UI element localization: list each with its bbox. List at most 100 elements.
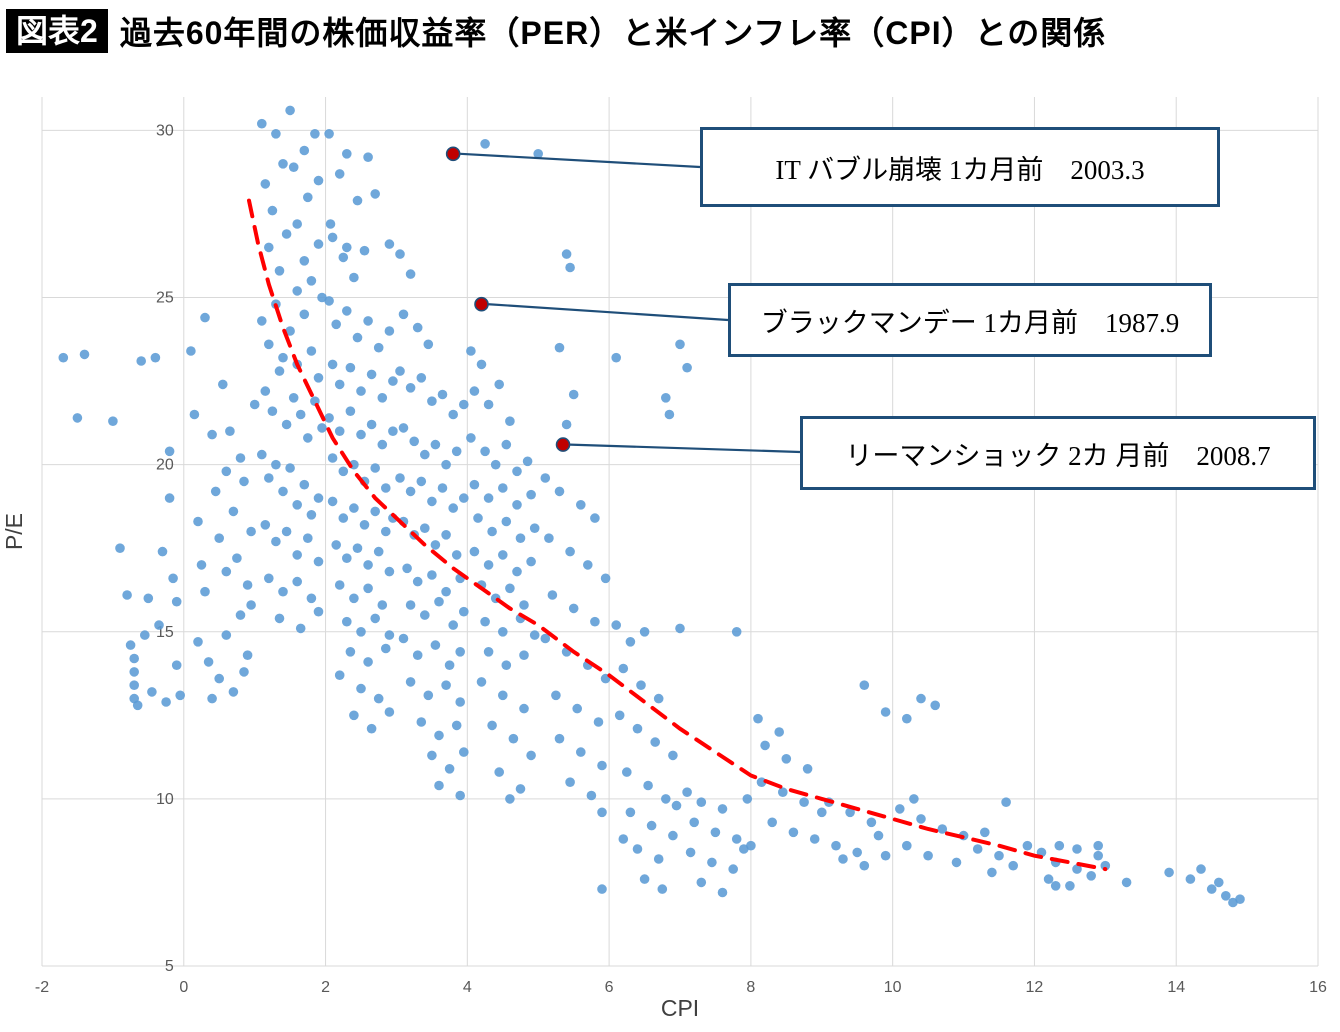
scatter-point: [257, 449, 267, 460]
scatter-point: [264, 573, 274, 584]
scatter-point: [303, 433, 313, 443]
scatter-point: [625, 807, 636, 818]
scatter-point: [349, 272, 359, 283]
scatter-point: [317, 423, 327, 433]
callout-it-bubble-crash: IT バブル崩壊 1カ月前 2003.3: [700, 127, 1220, 207]
scatter-point: [345, 406, 356, 417]
scatter-point: [331, 319, 342, 330]
y-tick-label: 5: [165, 958, 174, 975]
scatter-point: [334, 670, 345, 680]
scatter-point: [561, 419, 572, 430]
scatter-point: [370, 613, 381, 624]
scatter-point: [281, 526, 292, 537]
scatter-point: [650, 737, 660, 747]
scatter-point: [540, 473, 551, 483]
scatter-point: [430, 540, 441, 550]
scatter-point: [218, 379, 228, 390]
scatter-point: [200, 312, 210, 323]
scatter-point: [129, 667, 139, 677]
scatter-point: [373, 546, 384, 557]
scatter-point: [600, 573, 611, 584]
callout-it-bubble-crash-label: IT バブル崩壊 1カ月前 2003.3: [775, 154, 1145, 185]
scatter-point: [193, 516, 203, 527]
scatter-point: [728, 864, 738, 874]
scatter-point: [639, 627, 650, 637]
scatter-point: [423, 339, 434, 350]
x-tick-label: 2: [321, 979, 330, 996]
scatter-point: [412, 322, 423, 333]
scatter-point: [200, 586, 210, 597]
y-tick-label: 30: [156, 122, 174, 139]
y-tick-label: 10: [156, 791, 174, 808]
scatter-point: [1206, 884, 1217, 894]
scatter-point: [398, 309, 409, 320]
scatter-point: [108, 416, 118, 427]
scatter-point: [689, 817, 699, 828]
scatter-point: [483, 399, 494, 410]
scatter-point: [285, 326, 295, 336]
scatter-point: [1221, 891, 1231, 901]
scatter-point: [498, 627, 508, 637]
scatter-point: [207, 693, 217, 704]
scatter-point: [717, 804, 728, 814]
scatter-point: [420, 523, 430, 533]
scatter-point: [342, 306, 352, 316]
scatter-point: [1121, 877, 1132, 888]
scatter-point: [561, 249, 572, 259]
scatter-point: [260, 179, 271, 189]
scatter-point: [412, 650, 423, 660]
scatter-point: [342, 616, 352, 627]
scatter-point: [469, 479, 480, 490]
scatter-point: [154, 620, 164, 630]
scatter-point: [405, 677, 416, 687]
scatter-point: [473, 513, 483, 523]
scatter-point: [451, 550, 462, 560]
scatter-point: [416, 717, 427, 727]
scatter-point: [363, 560, 373, 570]
scatter-point: [448, 409, 459, 420]
callout-lehman-shock-label: リーマンショック 2カ 月前 2008.7: [845, 440, 1271, 471]
scatter-point: [324, 413, 334, 423]
scatter-point: [420, 449, 430, 460]
scatter-point: [356, 683, 366, 694]
scatter-point: [526, 489, 536, 500]
scatter-point: [512, 500, 522, 510]
scatter-point: [937, 824, 948, 834]
scatter-point: [420, 610, 430, 620]
scatter-point: [381, 483, 391, 493]
scatter-point: [384, 239, 395, 249]
scatter-point: [388, 376, 398, 386]
scatter-point: [260, 520, 271, 530]
scatter-point: [416, 373, 427, 383]
scatter-point: [902, 713, 912, 724]
scatter-point: [221, 466, 232, 477]
scatter-point: [1022, 840, 1033, 851]
scatter-point: [593, 717, 604, 727]
scatter-point: [363, 152, 373, 162]
y-tick-label: 25: [156, 290, 174, 307]
scatter-point: [310, 129, 320, 139]
scatter-point: [554, 733, 565, 744]
scatter-point: [476, 359, 487, 370]
scatter-point: [342, 242, 352, 253]
scatter-point: [384, 566, 395, 577]
scatter-point: [352, 332, 363, 343]
scatter-point: [583, 560, 593, 570]
scatter-point: [306, 510, 317, 520]
scatter-point: [370, 463, 381, 473]
scatter-point: [299, 145, 310, 156]
scatter-point: [781, 754, 792, 764]
scatter-point: [455, 790, 466, 801]
scatter-point: [79, 349, 90, 360]
scatter-point: [409, 436, 420, 447]
scatter-point: [490, 459, 501, 470]
scatter-point: [306, 346, 317, 356]
scatter-point: [349, 503, 359, 513]
scatter-point: [597, 807, 607, 818]
scatter-point: [636, 680, 646, 690]
scatter-point: [1086, 871, 1096, 881]
scatter-point: [125, 640, 136, 650]
scatter-point: [568, 389, 579, 400]
scatter-point: [129, 653, 139, 664]
scatter-point: [342, 553, 352, 563]
